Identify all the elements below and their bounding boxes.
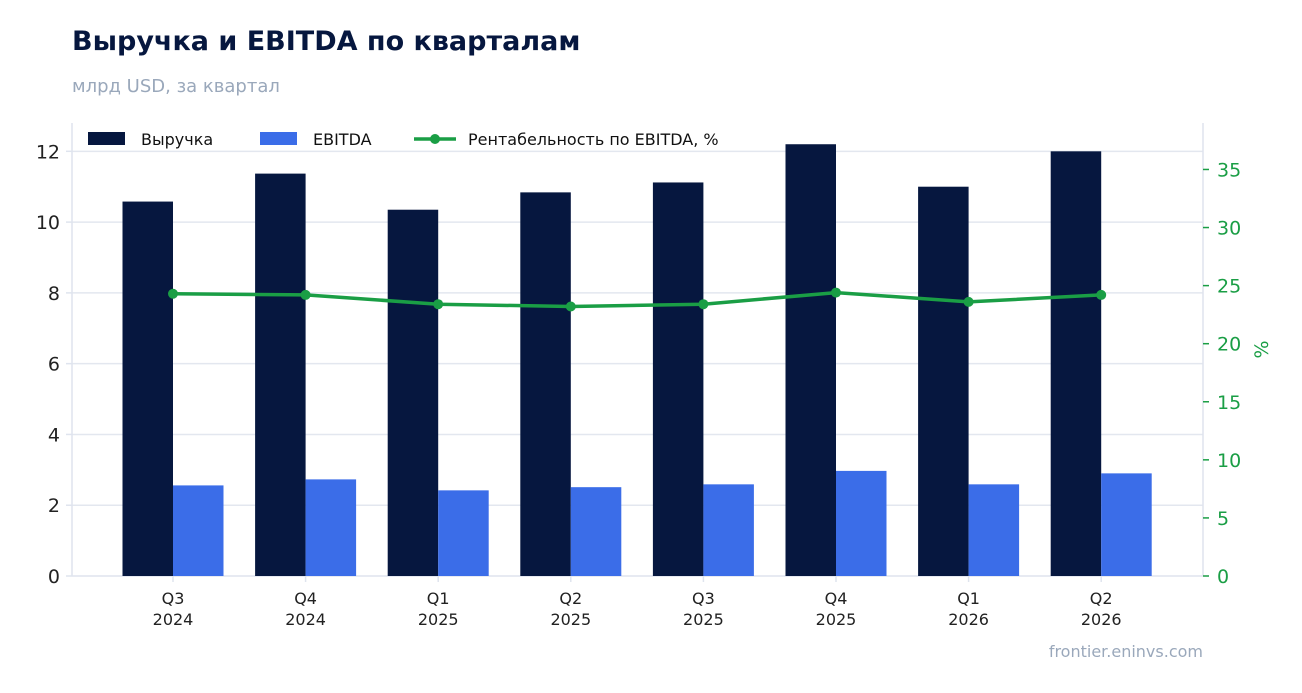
margin-point <box>698 299 709 310</box>
x-tick-label-year: 2026 <box>1081 610 1122 629</box>
margin-point <box>831 287 841 298</box>
bar-revenue <box>387 209 439 576</box>
legend-swatch-revenue <box>88 132 125 145</box>
legend-marker-margin <box>430 134 440 144</box>
left-tick-label: 2 <box>48 495 60 517</box>
margin-point <box>565 301 576 312</box>
x-tick-label-quarter: Q2 <box>1090 589 1113 608</box>
margin-line <box>172 290 1102 309</box>
bar-ebitda <box>703 484 754 576</box>
x-tick-label-year: 2024 <box>285 610 326 629</box>
bar-revenue <box>652 182 704 577</box>
bar-ebitda <box>570 487 622 576</box>
right-axis-label: % <box>1251 340 1273 358</box>
bar-ebitda <box>305 479 357 576</box>
bar-revenue <box>520 192 571 576</box>
chart-title: Выручка и EBITDA по кварталам <box>72 26 581 57</box>
x-tick-label-year: 2025 <box>816 610 857 629</box>
right-tick-label: 15 <box>1217 392 1241 414</box>
left-tick-label: 6 <box>48 354 60 376</box>
x-tick-label-quarter: Q1 <box>957 589 980 608</box>
bar-ebitda <box>968 484 1020 576</box>
bar-revenue <box>785 144 836 576</box>
right-tick-label: 35 <box>1217 159 1241 181</box>
x-tick-label-year: 2025 <box>550 610 591 629</box>
legend-label-revenue: Выручка <box>141 130 213 149</box>
x-tick-label-quarter: Q4 <box>825 589 848 608</box>
right-tick-label: 10 <box>1217 450 1241 472</box>
legend-label-margin: Рентабельность по EBITDA, % <box>468 130 719 149</box>
x-tick-label-year: 2026 <box>948 610 989 629</box>
x-tick-label-year: 2024 <box>153 610 194 629</box>
left-tick-label: 12 <box>36 141 60 163</box>
x-tick-label-year: 2025 <box>418 610 459 629</box>
bar-ebitda <box>438 490 489 576</box>
right-tick-label: 20 <box>1217 334 1241 356</box>
bar-revenue <box>255 173 306 577</box>
margin-point <box>168 288 178 299</box>
bar-ebitda <box>1101 473 1152 576</box>
right-tick-label: 30 <box>1217 218 1241 240</box>
chart-subtitle: млрд USD, за квартал <box>72 76 280 97</box>
left-tick-label: 8 <box>48 283 60 305</box>
x-tick-label-year: 2025 <box>683 610 724 629</box>
x-tick-label-quarter: Q2 <box>559 589 582 608</box>
margin-point <box>300 289 311 300</box>
margin-point <box>1096 289 1107 300</box>
x-tick-label-quarter: Q1 <box>427 589 450 608</box>
left-tick-label: 0 <box>48 566 60 588</box>
bar-revenue <box>918 186 969 576</box>
bar-revenue <box>122 201 173 576</box>
left-tick-label: 10 <box>36 212 60 234</box>
bar-ebitda <box>173 485 224 576</box>
x-tick-label-quarter: Q3 <box>692 589 715 608</box>
right-tick-label: 25 <box>1217 276 1241 298</box>
right-tick-label: 5 <box>1217 508 1229 530</box>
x-tick-label-quarter: Q3 <box>162 589 185 608</box>
right-tick-label: 0 <box>1217 566 1229 588</box>
bar-ebitda <box>836 470 887 576</box>
source-label[interactable]: frontier.eninvs.com <box>1048 642 1203 661</box>
left-tick-label: 4 <box>48 424 60 446</box>
margin-point <box>963 296 974 307</box>
bar-revenue <box>1050 151 1102 576</box>
legend-label-ebitda: EBITDA <box>313 130 372 149</box>
legend-swatch-ebitda <box>260 132 297 145</box>
margin-point <box>433 299 444 310</box>
x-tick-label-quarter: Q4 <box>294 589 317 608</box>
